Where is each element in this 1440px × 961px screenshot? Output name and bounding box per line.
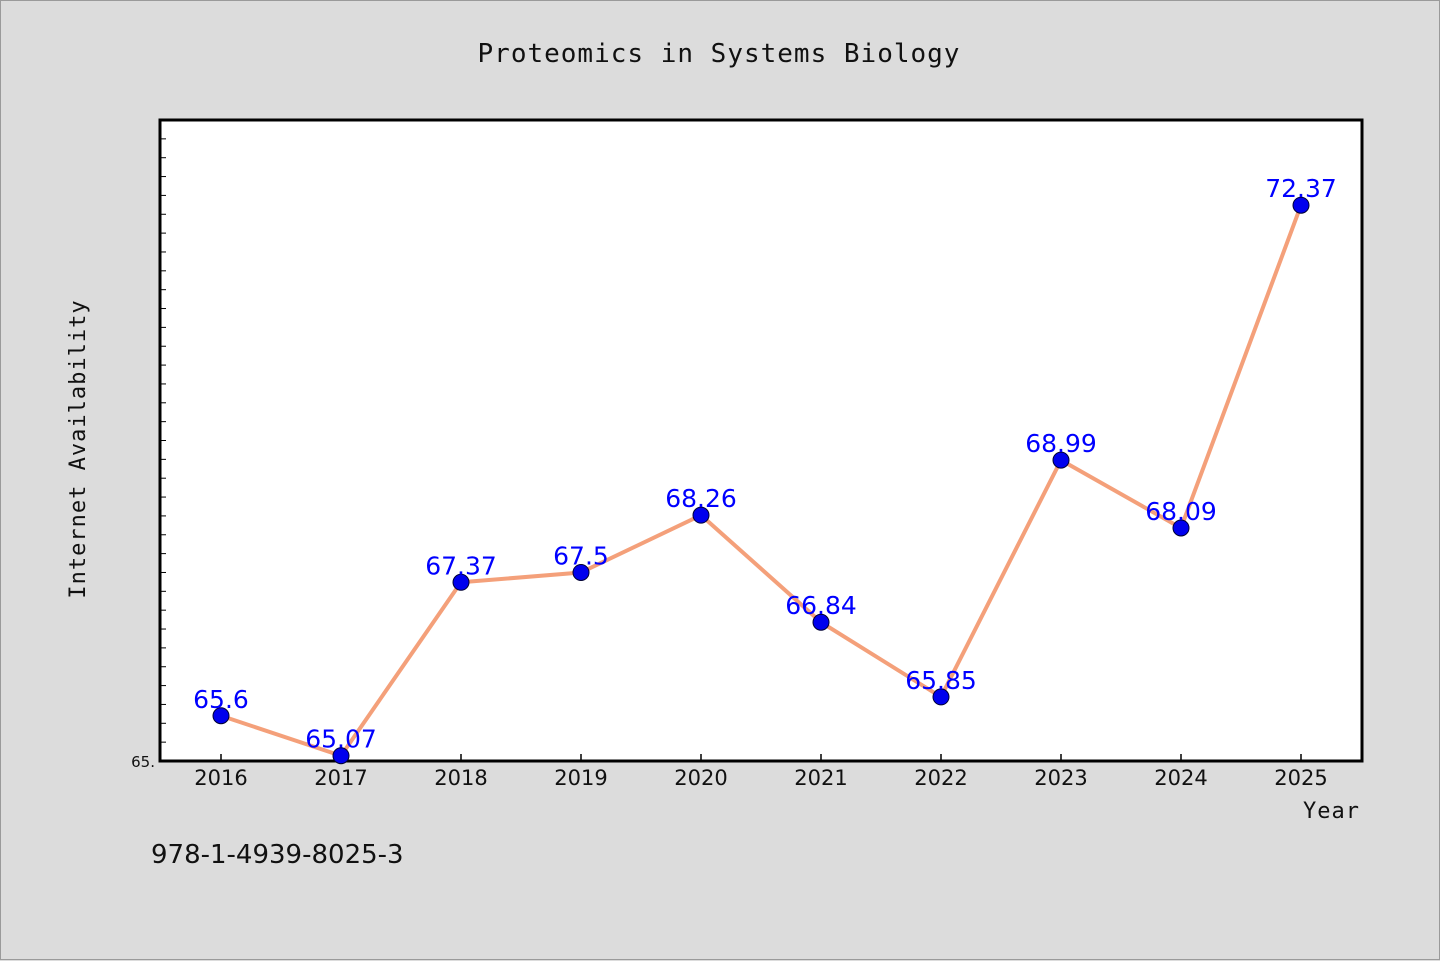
data-label: 67.37 — [425, 551, 497, 580]
data-label: 68.26 — [665, 484, 737, 513]
x-tick-label: 2016 — [194, 766, 247, 790]
isbn-text: 978-1-4939-8025-3 — [151, 840, 404, 870]
data-label: 65.6 — [193, 685, 249, 714]
data-label: 65.07 — [305, 725, 377, 754]
x-tick-label: 2020 — [674, 766, 727, 790]
y-axis-ticks — [160, 119, 166, 762]
x-axis-label: Year — [1303, 799, 1360, 824]
data-point — [932, 688, 950, 706]
data-label: 68.99 — [1025, 429, 1097, 458]
x-tick-label: 2024 — [1154, 766, 1207, 790]
data-point — [212, 707, 230, 725]
chart-title: Proteomics in Systems Biology — [478, 39, 961, 69]
data-point — [1052, 451, 1070, 469]
data-point — [692, 506, 710, 524]
x-tick-label: 2021 — [794, 766, 847, 790]
data-point — [812, 613, 830, 631]
x-tick-labels: 2016 2017 2018 2019 2020 2021 2022 2023 2024 2025 — [194, 766, 1327, 790]
series-markers — [212, 196, 1310, 765]
data-point — [1172, 519, 1190, 537]
x-tick-label: 2025 — [1274, 766, 1327, 790]
x-tick-label: 2023 — [1034, 766, 1087, 790]
y-axis-label: Internet Availability — [66, 299, 91, 598]
data-label: 65.85 — [905, 666, 977, 695]
plot-area — [158, 118, 1364, 763]
data-label: 68.09 — [1145, 497, 1217, 526]
x-tick-label: 2022 — [914, 766, 967, 790]
data-label: 72.37 — [1265, 174, 1337, 203]
data-label: 67.5 — [553, 541, 609, 570]
x-tick-label: 2018 — [434, 766, 487, 790]
data-point — [1292, 196, 1310, 214]
x-tick-label: 2019 — [554, 766, 607, 790]
x-tick-label: 2017 — [314, 766, 367, 790]
series-line — [220, 204, 1303, 758]
data-point — [332, 747, 350, 765]
data-point — [452, 573, 470, 591]
data-point — [572, 563, 590, 581]
data-label: 66.84 — [785, 591, 857, 620]
data-labels: 65.6 65.07 67.37 67.5 68.26 66.84 65.85 68.99 68… — [193, 174, 1337, 754]
y-tick-label: 65. — [131, 753, 155, 771]
